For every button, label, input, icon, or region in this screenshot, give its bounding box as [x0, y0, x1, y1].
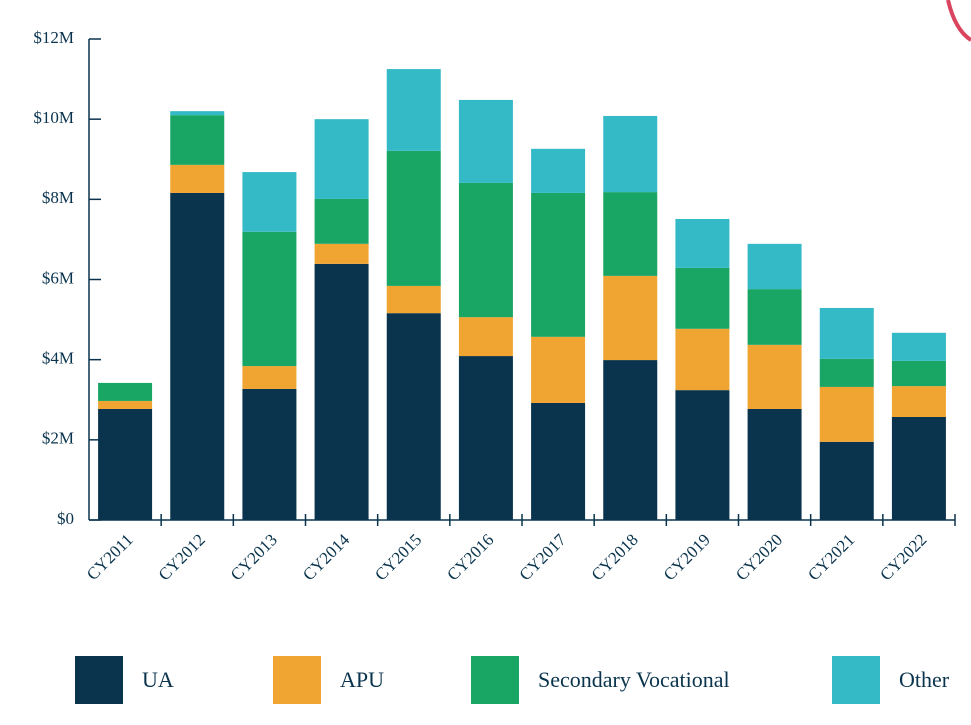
x-tick-label: CY2017 [515, 530, 570, 585]
bar-segment [458, 317, 513, 357]
bar-segment [891, 416, 946, 520]
x-tick-label: CY2020 [732, 530, 786, 584]
bar-segment [314, 119, 369, 199]
legend-label: Secondary Vocational [538, 667, 730, 692]
bar-segment [458, 99, 513, 183]
legend-label: UA [142, 667, 174, 692]
bar-segment [170, 192, 225, 521]
x-tick-label: CY2012 [155, 530, 209, 584]
x-tick-label: CY2016 [443, 530, 497, 584]
bar-segment [98, 382, 153, 401]
bar-segment [675, 218, 730, 268]
bar-segment [819, 441, 874, 520]
bar-segment [98, 400, 153, 409]
legend-swatch [273, 656, 321, 704]
bar-segment [747, 344, 802, 409]
y-tick-label: $8M [42, 188, 74, 207]
bar-segment [314, 263, 369, 520]
bar-segment [531, 192, 586, 337]
legend-label: Other [899, 667, 950, 692]
bar-segment [386, 313, 441, 520]
bar-segment [242, 172, 297, 232]
bar-segment [531, 148, 586, 193]
bar-segment [819, 307, 874, 359]
bar-segment [98, 408, 153, 520]
bar-segment [242, 388, 297, 520]
bar-segment [747, 243, 802, 290]
legend-label: APU [340, 667, 384, 692]
bar-segment [675, 328, 730, 391]
bar-segment [242, 231, 297, 367]
bar-segment [386, 285, 441, 314]
y-tick-label: $4M [42, 349, 74, 368]
x-tick-label: CY2019 [660, 530, 714, 584]
x-tick-label: CY2014 [299, 530, 354, 585]
bar-segment [170, 115, 225, 165]
bar-segment [531, 402, 586, 520]
bar-segment [603, 360, 658, 520]
y-tick-label: $0 [57, 509, 74, 528]
bar-segment [386, 69, 441, 151]
bar-segment [170, 164, 225, 193]
x-tick-label: CY2011 [83, 530, 137, 584]
y-tick-label: $2M [42, 429, 74, 448]
legend-swatch [832, 656, 880, 704]
bar-segment [891, 332, 946, 361]
bar-segment [747, 408, 802, 520]
bar-segment [386, 150, 441, 286]
bar-segment [819, 358, 874, 387]
bar-segment [603, 115, 658, 193]
bar-segment [675, 390, 730, 520]
x-tick-label: CY2018 [588, 530, 642, 584]
bar-segment [458, 182, 513, 318]
y-tick-label: $6M [42, 268, 74, 287]
bar-segment [891, 386, 946, 417]
legend-swatch [75, 656, 123, 704]
x-tick-label: CY2015 [371, 530, 425, 584]
bar-segment [675, 267, 730, 329]
y-tick-label: $12M [33, 28, 74, 47]
decoration [946, 0, 971, 42]
bar-segment [603, 192, 658, 276]
bar-segment [170, 111, 225, 116]
bar-segment [603, 275, 658, 361]
bar-segment [314, 198, 369, 244]
bar-segment [314, 243, 369, 264]
bar-segment [819, 386, 874, 442]
bar-segment [531, 336, 586, 403]
legend-swatch [471, 656, 519, 704]
bar-segment [891, 360, 946, 387]
bar-segment [242, 366, 297, 389]
bar-segment [458, 356, 513, 520]
y-tick-label: $10M [33, 108, 74, 127]
x-tick-label: CY2013 [227, 530, 281, 584]
x-tick-label: CY2021 [804, 530, 858, 584]
x-tick-label: CY2022 [876, 530, 930, 584]
bar-segment [747, 289, 802, 345]
